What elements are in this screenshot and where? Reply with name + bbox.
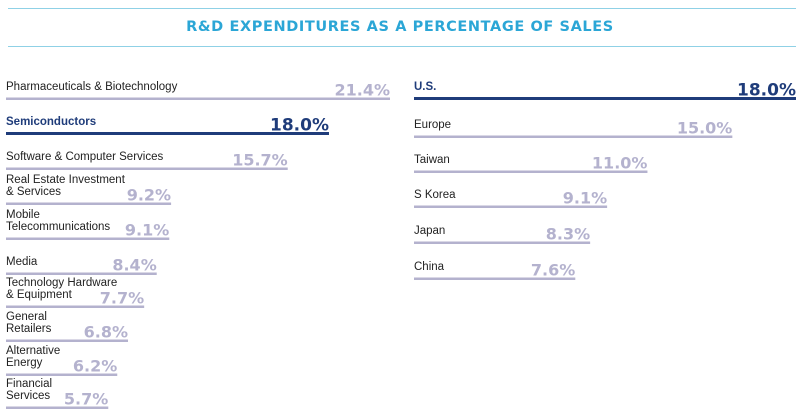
- value-label-europe: 15.0%: [677, 119, 733, 138]
- chart-panel-1: Pharmaceuticals & Biotechnology 21.4% Semi…: [6, 81, 390, 409]
- category-label-china: China: [414, 261, 445, 273]
- value-label-taiwan: 11.0%: [592, 154, 648, 173]
- bar-media: [6, 272, 157, 275]
- value-label-china: 7.6%: [531, 261, 575, 280]
- bar-china: [414, 277, 576, 280]
- category-label-general-retailers: General Retailers: [6, 311, 52, 335]
- chart-panel-2: U.S. 18.0% Europe 15.0% Taiwan 11.0% S Korea 9.…: [414, 81, 796, 280]
- category-label-software-computer-services: Software & Computer Services: [6, 151, 163, 163]
- category-label-real-estate-investment-services: Real Estate Investment & Services: [6, 174, 126, 198]
- value-label-technology-hardware-equipment: 7.7%: [100, 289, 144, 308]
- bar-pharmaceuticals-biotechnology: [6, 97, 390, 100]
- category-label-alternative-energy: Alternative Energy: [6, 345, 60, 369]
- value-label-software-computer-services: 15.7%: [232, 151, 288, 170]
- category-label-semiconductors: Semiconductors: [6, 116, 96, 128]
- value-label-japan: 8.3%: [546, 225, 590, 244]
- title-rule: [8, 46, 796, 47]
- category-label-media: Media: [6, 256, 38, 268]
- bar-alternative-energy: [6, 373, 118, 376]
- bar-europe: [414, 135, 733, 138]
- chart-title: R&D EXPENDITURES AS A PERCENTAGE OF SALE…: [186, 19, 614, 35]
- value-label-u-s: 18.0%: [737, 81, 796, 101]
- category-label-pharmaceuticals-biotechnology: Pharmaceuticals & Biotechnology: [6, 81, 178, 93]
- category-label-financial-services: Financial Services: [6, 378, 52, 402]
- bar-s-korea: [414, 205, 608, 208]
- value-label-alternative-energy: 6.2%: [73, 357, 117, 376]
- category-label-u-s: U.S.: [414, 81, 436, 93]
- value-label-semiconductors: 18.0%: [270, 116, 329, 136]
- bar-technology-hardware-equipment: [6, 305, 145, 308]
- value-label-real-estate-investment-services: 9.2%: [127, 186, 171, 205]
- bar-general-retailers: [6, 339, 129, 342]
- category-label-mobile-telecommunications: Mobile Telecommunications: [6, 209, 110, 233]
- category-label-technology-hardware-equipment: Technology Hardware & Equipment: [6, 277, 117, 301]
- bar-japan: [414, 241, 591, 244]
- bar-mobile-telecommunications: [6, 237, 170, 240]
- top-rule: [8, 8, 796, 9]
- value-label-mobile-telecommunications: 9.1%: [125, 221, 169, 240]
- bar-financial-services: [6, 406, 109, 409]
- value-label-media: 8.4%: [112, 256, 156, 275]
- category-label-s-korea: S Korea: [414, 189, 456, 201]
- category-label-europe: Europe: [414, 119, 451, 131]
- bar-real-estate-investment-services: [6, 202, 172, 205]
- value-label-pharmaceuticals-biotechnology: 21.4%: [334, 81, 390, 100]
- value-label-financial-services: 5.7%: [64, 390, 108, 409]
- value-label-general-retailers: 6.8%: [84, 323, 128, 342]
- bar-semiconductors: [6, 132, 329, 135]
- bar-software-computer-services: [6, 167, 288, 170]
- bar-taiwan: [414, 170, 648, 173]
- value-label-s-korea: 9.1%: [563, 189, 607, 208]
- category-label-taiwan: Taiwan: [414, 154, 450, 166]
- bar-u-s: [414, 97, 796, 100]
- category-label-japan: Japan: [414, 225, 445, 237]
